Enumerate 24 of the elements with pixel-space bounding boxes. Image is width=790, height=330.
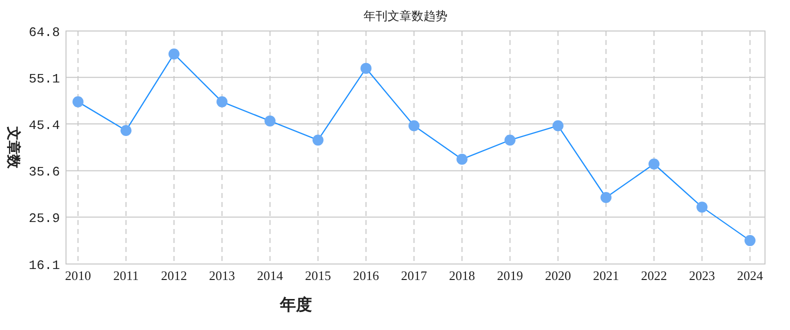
x-axis-title: 年度 [279, 295, 312, 314]
y-tick-label: 55.1 [28, 71, 60, 86]
y-tick-label: 25.9 [28, 211, 60, 226]
x-tick-label: 2024 [737, 268, 764, 283]
y-tick-label: 35.6 [28, 164, 60, 180]
x-tick-label: 2018 [449, 268, 475, 283]
chart-title: 年刊文章数趋势 [364, 9, 448, 23]
x-tick-label: 2019 [497, 268, 523, 283]
y-tick-label: 16.1 [28, 258, 60, 273]
x-tick-label: 2021 [593, 268, 619, 283]
x-tick-label: 2023 [689, 268, 715, 283]
y-tick-label: 64.8 [28, 25, 60, 40]
x-tick-label: 2012 [161, 268, 187, 283]
x-tick-label: 2013 [209, 268, 235, 283]
y-tick-label: 45.4 [28, 118, 60, 133]
x-tick-label: 2022 [641, 268, 667, 283]
x-tick-label: 2016 [353, 268, 380, 283]
y-axis-title: 文章数 [5, 126, 22, 170]
x-tick-label: 2010 [65, 268, 91, 283]
x-tick-label: 2015 [305, 268, 331, 283]
x-tick-label: 2017 [401, 268, 428, 283]
x-tick-label: 2014 [257, 268, 284, 283]
x-tick-label: 2011 [113, 268, 139, 283]
x-tick-label: 2020 [545, 268, 571, 283]
